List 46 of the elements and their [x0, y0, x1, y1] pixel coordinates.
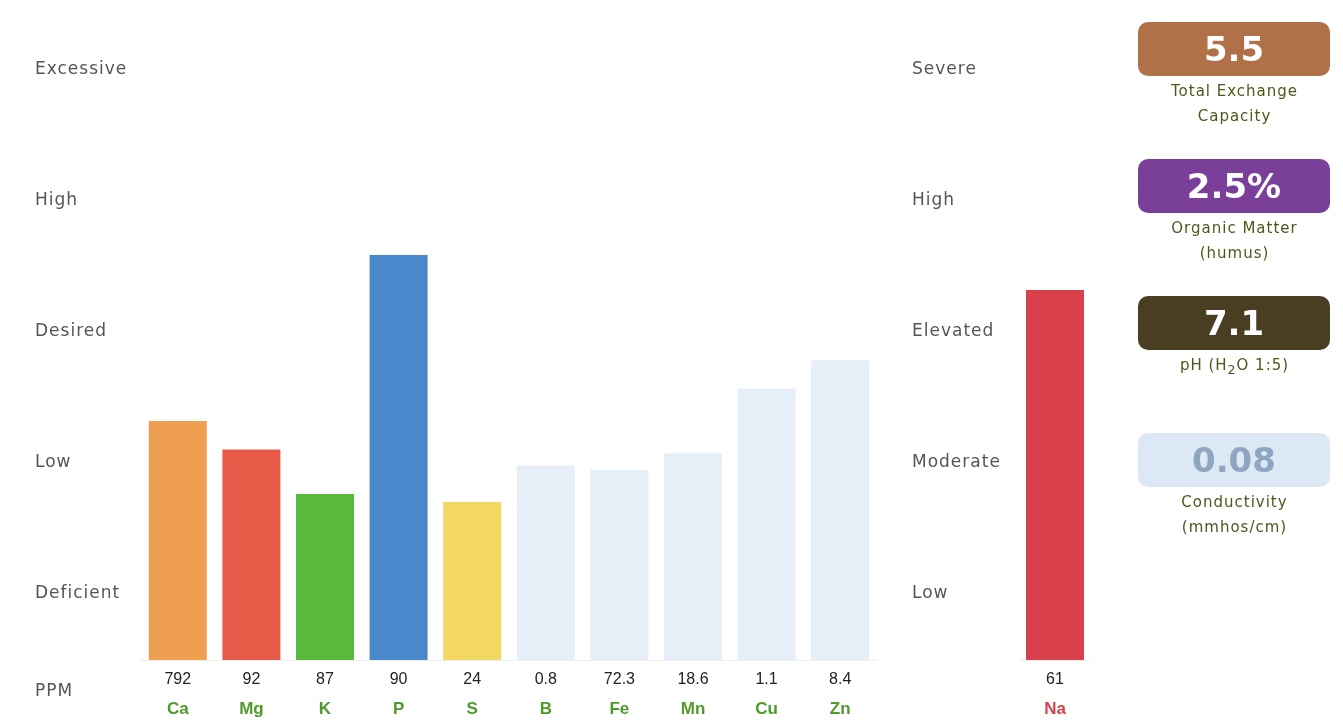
text: Severe — [912, 58, 977, 78]
text: Deficient — [35, 582, 121, 602]
category-label: Conductivity (mmhos/cm) — [1180, 492, 1289, 538]
text: Excessive — [35, 58, 128, 78]
x-tick-label: Zn — [829, 699, 851, 718]
bar — [222, 449, 281, 660]
text: 90 — [389, 669, 408, 687]
text: Moderate — [912, 451, 1001, 471]
text: Elevated — [912, 320, 995, 340]
text: 8.4 — [829, 669, 852, 687]
x-tick-label: Ca — [166, 699, 190, 718]
x-tick-label: Fe — [609, 699, 630, 718]
text: 792 — [164, 669, 192, 687]
text: Low — [912, 582, 949, 602]
text: High — [912, 189, 956, 209]
x-tick-label: Na — [1044, 699, 1067, 718]
text: 24 — [463, 669, 482, 687]
x-tick-label: Cu — [755, 699, 778, 718]
text: 7.1 — [1203, 303, 1265, 343]
x-tick-label: S — [466, 699, 478, 718]
bar — [296, 493, 354, 660]
x-tick-label: P — [392, 699, 405, 718]
text: 61 — [1046, 669, 1064, 687]
text: 0.08 — [1192, 440, 1276, 480]
bar — [369, 255, 428, 660]
category-label: Organic Matter (humus) — [1170, 218, 1299, 264]
text: 0.8 — [534, 669, 558, 687]
text: 1.1 — [755, 669, 778, 687]
category-label: pH (H$_{2}$O 1:5) — [1178, 355, 1291, 379]
text: 72.3 — [603, 669, 636, 687]
text: 18.6 — [677, 669, 709, 687]
text: 5.5 — [1203, 29, 1265, 69]
text: 92 — [242, 669, 261, 687]
x-axis-title: PPM — [35, 680, 74, 700]
bar — [443, 502, 502, 660]
text: 2.5% — [1186, 166, 1282, 206]
text: High — [35, 189, 79, 209]
text: Low — [35, 451, 72, 471]
x-tick-label: Mn — [680, 699, 706, 718]
bar — [148, 421, 207, 660]
text: Desired — [35, 320, 107, 340]
category-label: Total Exchange Capacity — [1169, 81, 1300, 127]
x-tick-label: K — [318, 699, 332, 718]
text: 87 — [316, 669, 334, 687]
x-tick-label: Mg — [239, 699, 264, 718]
x-tick-label: B — [539, 699, 552, 718]
